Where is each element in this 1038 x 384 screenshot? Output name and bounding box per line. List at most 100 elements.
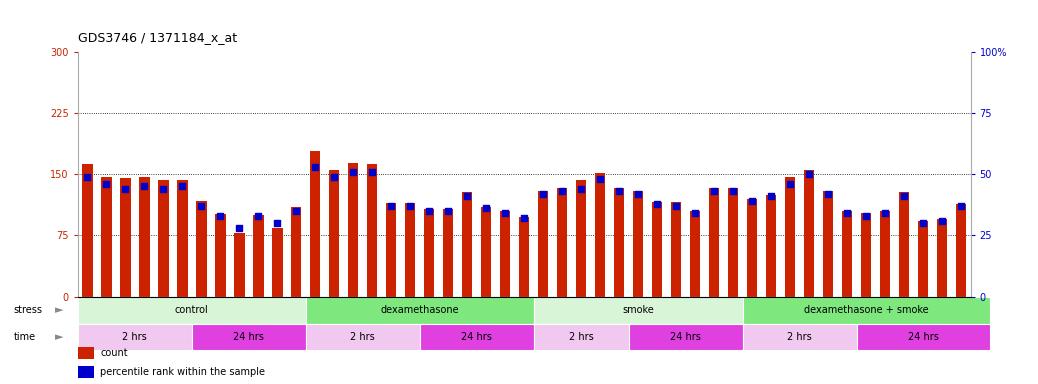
Bar: [177, 180, 188, 296]
Bar: [481, 207, 491, 296]
Point: [440, 208, 457, 214]
Point: [193, 203, 210, 209]
Point: [896, 193, 912, 199]
Point: [800, 171, 817, 177]
Bar: [196, 201, 207, 296]
Bar: [785, 177, 795, 296]
Point: [667, 203, 684, 209]
Bar: [253, 215, 264, 296]
Bar: [880, 211, 891, 296]
Point: [402, 203, 418, 209]
Point: [820, 191, 837, 197]
Text: 24 hrs: 24 hrs: [907, 332, 938, 342]
Point: [877, 210, 894, 217]
Bar: [613, 188, 625, 296]
Bar: [956, 204, 966, 296]
Bar: [120, 178, 131, 296]
Point: [79, 174, 95, 180]
Bar: [78, 324, 192, 351]
Bar: [386, 203, 397, 296]
Point: [307, 164, 324, 170]
Point: [592, 176, 608, 182]
Text: 2 hrs: 2 hrs: [787, 332, 812, 342]
Bar: [671, 202, 681, 296]
Bar: [633, 190, 644, 296]
Bar: [306, 324, 419, 351]
Point: [649, 200, 665, 207]
Bar: [272, 228, 282, 296]
Text: 24 hrs: 24 hrs: [671, 332, 701, 342]
Bar: [192, 324, 306, 351]
Point: [459, 193, 475, 199]
Bar: [709, 188, 719, 296]
Bar: [462, 192, 472, 296]
Bar: [766, 195, 776, 296]
Point: [383, 203, 400, 209]
Bar: [899, 192, 909, 296]
Bar: [424, 209, 435, 296]
Point: [421, 208, 438, 214]
Bar: [803, 170, 814, 296]
Point: [744, 198, 761, 204]
Bar: [534, 296, 742, 324]
Bar: [861, 214, 871, 296]
Bar: [215, 214, 225, 296]
Point: [136, 184, 153, 190]
Bar: [742, 324, 856, 351]
Bar: [842, 211, 852, 296]
Text: dexamethasone + smoke: dexamethasone + smoke: [803, 305, 928, 315]
Bar: [310, 151, 321, 296]
Text: GDS3746 / 1371184_x_at: GDS3746 / 1371184_x_at: [78, 31, 237, 44]
Point: [117, 186, 134, 192]
Point: [250, 213, 267, 219]
Bar: [329, 170, 339, 296]
Bar: [158, 180, 168, 296]
Point: [231, 225, 248, 231]
Text: 24 hrs: 24 hrs: [461, 332, 492, 342]
Text: 2 hrs: 2 hrs: [351, 332, 375, 342]
Bar: [78, 296, 306, 324]
Bar: [595, 172, 605, 296]
Bar: [82, 164, 92, 296]
Point: [857, 213, 874, 219]
Text: percentile rank within the sample: percentile rank within the sample: [100, 367, 265, 377]
Point: [497, 210, 514, 217]
Point: [782, 181, 798, 187]
Bar: [652, 202, 662, 296]
Point: [839, 210, 855, 217]
Point: [554, 188, 571, 194]
Point: [345, 169, 361, 175]
Bar: [101, 177, 111, 296]
Text: 2 hrs: 2 hrs: [122, 332, 147, 342]
Bar: [576, 180, 586, 296]
Text: dexamethasone: dexamethasone: [380, 305, 459, 315]
Point: [288, 208, 304, 214]
Bar: [419, 324, 534, 351]
Bar: [519, 217, 529, 296]
Point: [174, 184, 191, 190]
Point: [477, 205, 494, 212]
Bar: [139, 177, 149, 296]
Text: ►: ►: [55, 332, 63, 342]
Point: [763, 193, 780, 199]
Point: [155, 186, 171, 192]
Text: 24 hrs: 24 hrs: [234, 332, 265, 342]
Text: stress: stress: [13, 305, 43, 315]
Point: [725, 188, 741, 194]
Bar: [918, 221, 928, 296]
Text: count: count: [100, 348, 128, 358]
Bar: [728, 188, 738, 296]
Bar: [443, 209, 454, 296]
Bar: [500, 211, 511, 296]
Bar: [306, 296, 534, 324]
Bar: [234, 233, 245, 296]
Text: ►: ►: [55, 305, 63, 315]
Point: [687, 210, 704, 217]
Point: [630, 191, 647, 197]
Bar: [348, 163, 358, 296]
Point: [573, 186, 590, 192]
Point: [98, 181, 114, 187]
Point: [953, 203, 969, 209]
Bar: [629, 324, 742, 351]
Point: [535, 191, 551, 197]
